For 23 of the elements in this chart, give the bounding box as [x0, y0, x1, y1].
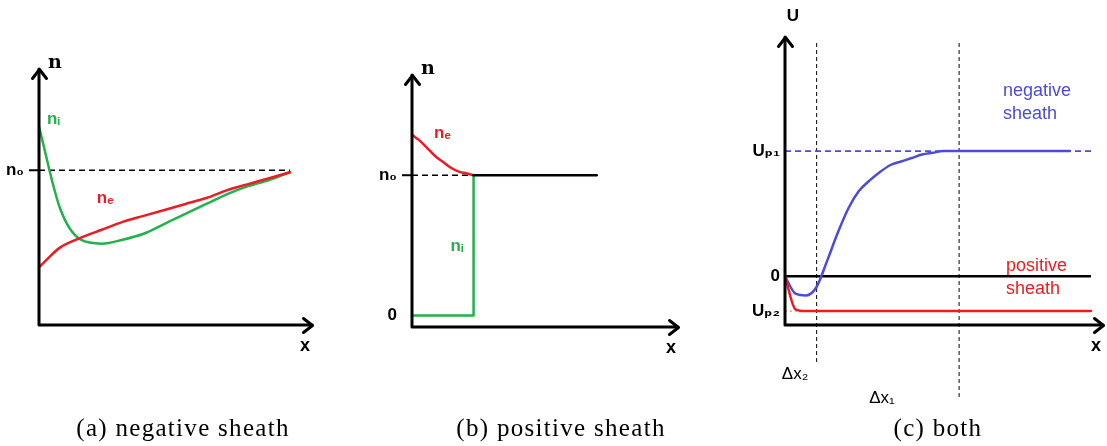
- series-label: negative sheath: [1002, 80, 1071, 124]
- text: (b) positive sheath: [455, 414, 667, 442]
- series-label: nₑ: [434, 122, 451, 142]
- series-label: nᵢ: [47, 108, 60, 128]
- ref-line-label: n₀: [5, 159, 24, 179]
- x-axis-title: x: [1090, 334, 1102, 355]
- text: 0: [387, 305, 397, 325]
- x-axis-title: x: [665, 336, 677, 357]
- series-label: nᵢ: [450, 236, 464, 256]
- y-axis-title: U: [786, 6, 800, 25]
- x-axis-title: x: [299, 334, 311, 355]
- ref-line-label: 0: [770, 265, 780, 285]
- text: (a) negative sheath: [75, 414, 291, 442]
- text: Δx₁: [869, 387, 896, 407]
- ref-line-label: n₀: [378, 164, 397, 184]
- y-axis-title: n: [48, 50, 62, 72]
- ref-line-label: Uₚ₂: [752, 300, 780, 320]
- text: Δx₂: [781, 363, 809, 383]
- ref-line-label: Uₚ₁: [752, 140, 780, 160]
- series-label: nₑ: [96, 187, 114, 207]
- series-label: positive sheath: [1006, 255, 1068, 299]
- text: (c) both: [892, 414, 984, 442]
- y-axis-title: n: [421, 56, 435, 78]
